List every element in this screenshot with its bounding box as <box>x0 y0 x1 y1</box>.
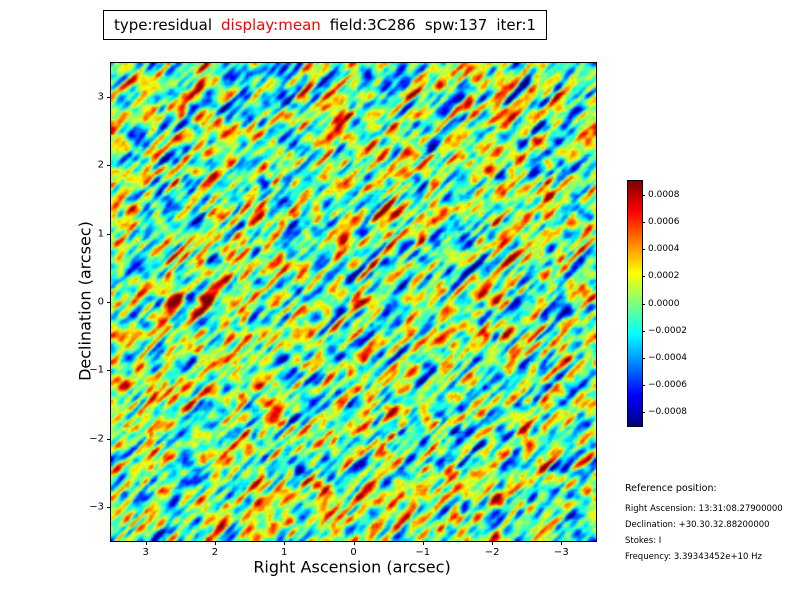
title-part: spw:137 <box>424 16 488 34</box>
y-tick-label: −1 <box>89 364 104 376</box>
x-axis-label: Right Ascension (arcsec) <box>253 557 451 577</box>
x-tick-mark <box>353 541 355 545</box>
y-tick-label: 1 <box>97 228 104 240</box>
title-part: display:mean <box>221 16 321 34</box>
reference-lines: Right Ascension: 13:31:08.27900000 Declin… <box>625 504 783 562</box>
colorbar-tick-mark <box>642 330 645 332</box>
x-tick-mark <box>561 541 563 545</box>
colorbar-tick-label: 0.0008 <box>648 189 680 200</box>
colorbar-tick-mark <box>642 249 645 251</box>
x-tick-label: −3 <box>553 547 569 558</box>
reference-line: Declination: +30.30.32.88200000 <box>625 520 770 530</box>
colorbar-tick-label: 0.0006 <box>648 216 680 227</box>
x-tick-mark <box>284 541 286 545</box>
reference-heading: Reference position: <box>625 483 717 494</box>
y-tick-label: −3 <box>89 501 104 513</box>
x-tick-mark <box>214 541 216 545</box>
colorbar-tick-mark <box>642 194 645 196</box>
y-tick-mark <box>107 233 111 235</box>
plot-area: 3 2 1 0 −1 −2 −3 3 2 1 0 −1 −2 −3 <box>89 62 597 558</box>
colorbar-tick-mark <box>642 385 645 387</box>
colorbar-tick-mark <box>642 303 645 305</box>
plot-title: type:residual display:mean field:3C286 spw:… <box>103 10 548 40</box>
x-tick-label: 1 <box>281 547 288 558</box>
colorbar-tick-mark <box>642 276 645 278</box>
x-tick-label: 2 <box>211 547 219 558</box>
colorbar-tick-label: −0.0006 <box>648 380 688 391</box>
reference-line: Frequency: 3.39343452e+10 Hz <box>625 552 762 562</box>
reference-line: Stokes: I <box>625 536 662 546</box>
y-tick-label: 3 <box>97 91 104 103</box>
x-tick-label: 0 <box>350 547 357 558</box>
y-tick-mark <box>107 506 111 508</box>
residual-heatmap-canvas <box>111 63 596 541</box>
title-part: field:3C286 <box>329 16 416 34</box>
y-tick-mark <box>107 302 111 303</box>
colorbar-tick-label: 0.0004 <box>648 244 680 255</box>
x-tick-label: −2 <box>484 547 500 558</box>
y-tick-label: 2 <box>97 159 104 171</box>
y-tick-mark <box>107 165 111 167</box>
y-tick-label: 0 <box>97 296 104 308</box>
colorbar-tick-mark <box>642 221 645 223</box>
colorbar-tick-label: −0.0004 <box>648 352 688 363</box>
y-axis-label: Declination (arcsec) <box>75 221 95 381</box>
x-tick-mark <box>145 541 147 545</box>
y-tick-mark <box>107 438 111 440</box>
x-tick-label: −1 <box>415 547 431 558</box>
colorbar-tick-label: −0.0008 <box>648 407 688 418</box>
title-part: type:residual <box>114 16 212 34</box>
title-part: iter:1 <box>496 16 537 34</box>
reference-line: Right Ascension: 13:31:08.27900000 <box>625 504 783 514</box>
colorbar-tick-mark <box>642 357 645 359</box>
colorbar-tick-label: 0.0000 <box>648 298 680 309</box>
colorbar: 0.0008 0.0006 0.0004 0.0002 0.0000 −0.0002 −0.… <box>627 180 687 427</box>
x-tick-mark <box>422 541 424 545</box>
colorbar-tick-mark <box>642 412 645 414</box>
x-tick-label: 3 <box>142 547 149 558</box>
y-tick-label: −2 <box>89 433 104 445</box>
colorbar-tick-label: 0.0002 <box>648 271 680 282</box>
colorbar-tick-label: −0.0002 <box>648 325 688 336</box>
x-tick-mark <box>492 541 494 545</box>
reference-position: Reference position: Right Ascension: 13:… <box>625 483 783 568</box>
y-tick-mark <box>107 97 111 99</box>
y-tick-mark <box>107 370 111 372</box>
